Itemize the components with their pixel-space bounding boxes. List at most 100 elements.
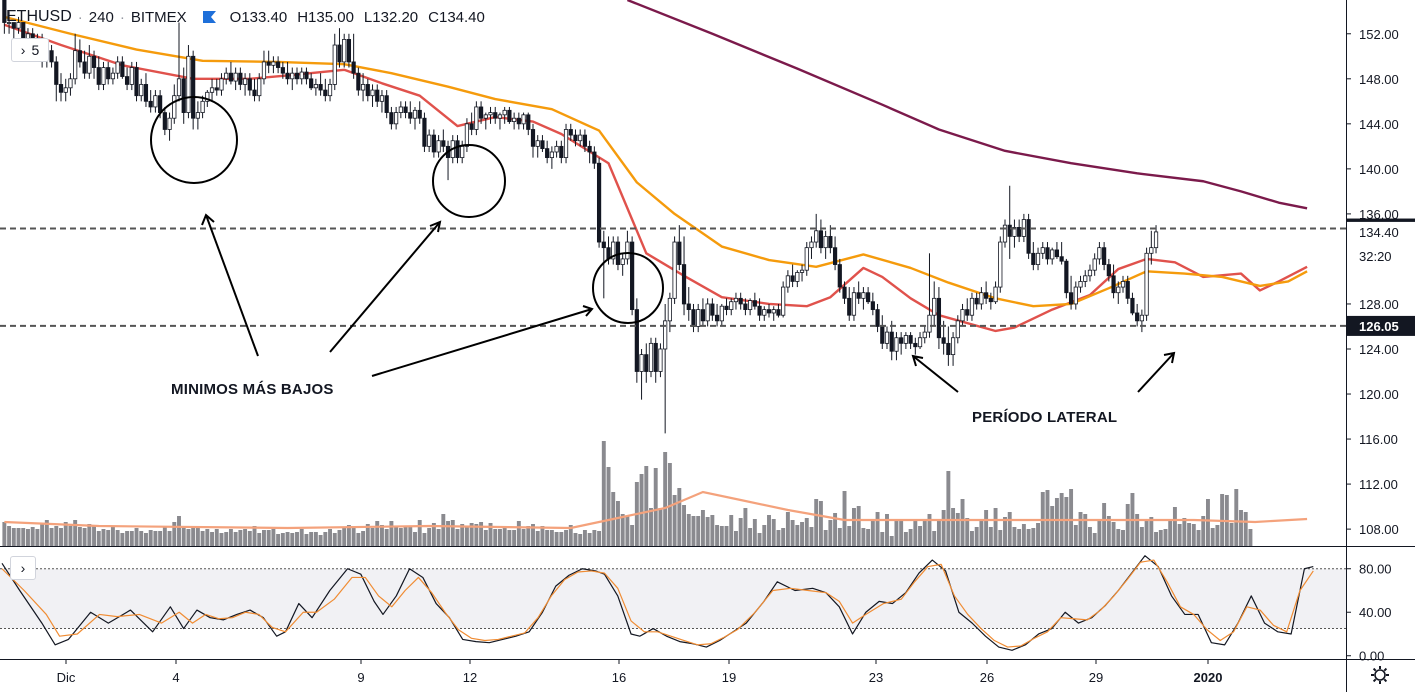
drawn-circle-2[interactable] <box>432 144 506 218</box>
volume-bar <box>427 528 432 546</box>
oscillator-toggle-button[interactable]: › <box>10 556 36 580</box>
candle-body <box>261 61 267 80</box>
price-label: 126.05 <box>1359 319 1399 334</box>
symbol-name[interactable]: ETHUSD <box>6 8 72 25</box>
candle-body <box>1087 269 1093 277</box>
candle-body <box>394 112 399 125</box>
candle-body <box>922 331 927 339</box>
candle-body <box>58 84 64 93</box>
volume-bar <box>413 532 417 546</box>
candle-body <box>1139 314 1144 322</box>
volume-bar <box>450 520 455 546</box>
volume-bar <box>1097 521 1102 546</box>
time-axis[interactable]: Dic 4 9 12 16 19 23 26 29 2020 <box>57 659 1223 685</box>
volume-bar <box>776 530 781 546</box>
volume-bar <box>696 516 701 546</box>
annotation-sideways: PERÍODO LATERAL <box>972 409 1118 426</box>
volume-bar <box>219 533 224 546</box>
volume-bar <box>280 533 285 546</box>
candle-body <box>337 44 342 63</box>
volume-bar <box>488 523 493 546</box>
arrow-line-3[interactable] <box>371 308 593 377</box>
volume-bar <box>1243 512 1248 546</box>
candle-body <box>11 22 16 29</box>
drawn-circle-1[interactable] <box>150 96 238 184</box>
volume-bar <box>144 533 148 546</box>
candle-body <box>290 72 295 80</box>
legend-separator: · <box>119 8 125 26</box>
volume-bar <box>682 505 686 546</box>
interval-label[interactable]: 240 <box>88 8 114 26</box>
volume-bar <box>87 524 92 546</box>
candle-body <box>304 71 309 80</box>
volume-bar <box>337 530 342 546</box>
candle-body <box>1035 252 1041 265</box>
arrow-line-2[interactable] <box>329 221 441 353</box>
indicators-toggle-button[interactable]: › 5 <box>11 38 49 62</box>
volume-bar <box>932 531 937 546</box>
volume-bar <box>460 524 465 546</box>
candle-body <box>460 145 465 159</box>
volume-bar <box>630 525 635 546</box>
candle-body <box>124 76 130 85</box>
price-label: 134.40 <box>1359 225 1399 240</box>
volume-bar <box>582 530 587 546</box>
candle-body <box>927 314 932 333</box>
candle-body <box>441 140 446 147</box>
arrow-line-5[interactable] <box>1137 352 1175 393</box>
candle-body <box>346 39 352 63</box>
volume-bar <box>271 529 276 546</box>
candle-body <box>738 297 743 305</box>
candle-body <box>903 335 908 344</box>
volume-bar <box>540 526 545 546</box>
candle-body <box>823 236 828 249</box>
volume-bar <box>1163 529 1168 546</box>
candle-body <box>620 258 625 265</box>
price-candles <box>2 0 1159 434</box>
candle-body <box>530 129 536 147</box>
candle-body <box>294 72 300 80</box>
volume-bar <box>1182 518 1187 546</box>
volume-bar <box>549 530 554 546</box>
arrow-line-1[interactable] <box>205 214 259 357</box>
volume-bar <box>1050 506 1055 546</box>
volume-bar <box>394 527 399 546</box>
volume-bar <box>616 501 620 546</box>
volume-bar <box>195 527 200 546</box>
gear-icon[interactable] <box>1369 664 1391 686</box>
candle-body <box>375 89 380 102</box>
candle-body <box>913 342 918 348</box>
volume-bar <box>885 514 889 546</box>
drawings <box>150 96 1176 393</box>
candle-body <box>1092 258 1097 271</box>
drawn-circle-3[interactable] <box>592 252 664 324</box>
volume-bar <box>743 508 748 546</box>
volume-bar <box>715 525 720 546</box>
candle-body <box>955 320 960 339</box>
candle-body <box>535 140 540 147</box>
volume-bar <box>899 521 904 546</box>
volume-bar <box>96 531 101 546</box>
volume-bar <box>92 526 96 546</box>
price-tick-label: 124.00 <box>1359 342 1399 357</box>
candle-body <box>596 162 602 243</box>
candle-body <box>1064 260 1069 294</box>
price-axis[interactable]: 152.00148.00144.00140.00136.00132.00128.… <box>1346 27 1415 537</box>
volume-bar <box>545 530 550 546</box>
candle-body <box>474 106 479 130</box>
price-label-bg <box>1347 246 1415 267</box>
volume-bar <box>927 514 932 546</box>
arrow-line-4[interactable] <box>912 355 959 393</box>
volume-bar <box>436 529 441 546</box>
candle-body <box>1125 281 1130 299</box>
price-tick-label: 152.00 <box>1359 27 1399 42</box>
volume-bar <box>1012 527 1017 546</box>
candle-body <box>77 50 82 63</box>
candle-body <box>63 87 68 93</box>
candle-body <box>663 320 668 350</box>
volume-bar <box>988 527 993 546</box>
candle-body <box>1007 224 1012 237</box>
volume-bar <box>290 533 295 546</box>
volume-bar <box>1116 529 1121 546</box>
